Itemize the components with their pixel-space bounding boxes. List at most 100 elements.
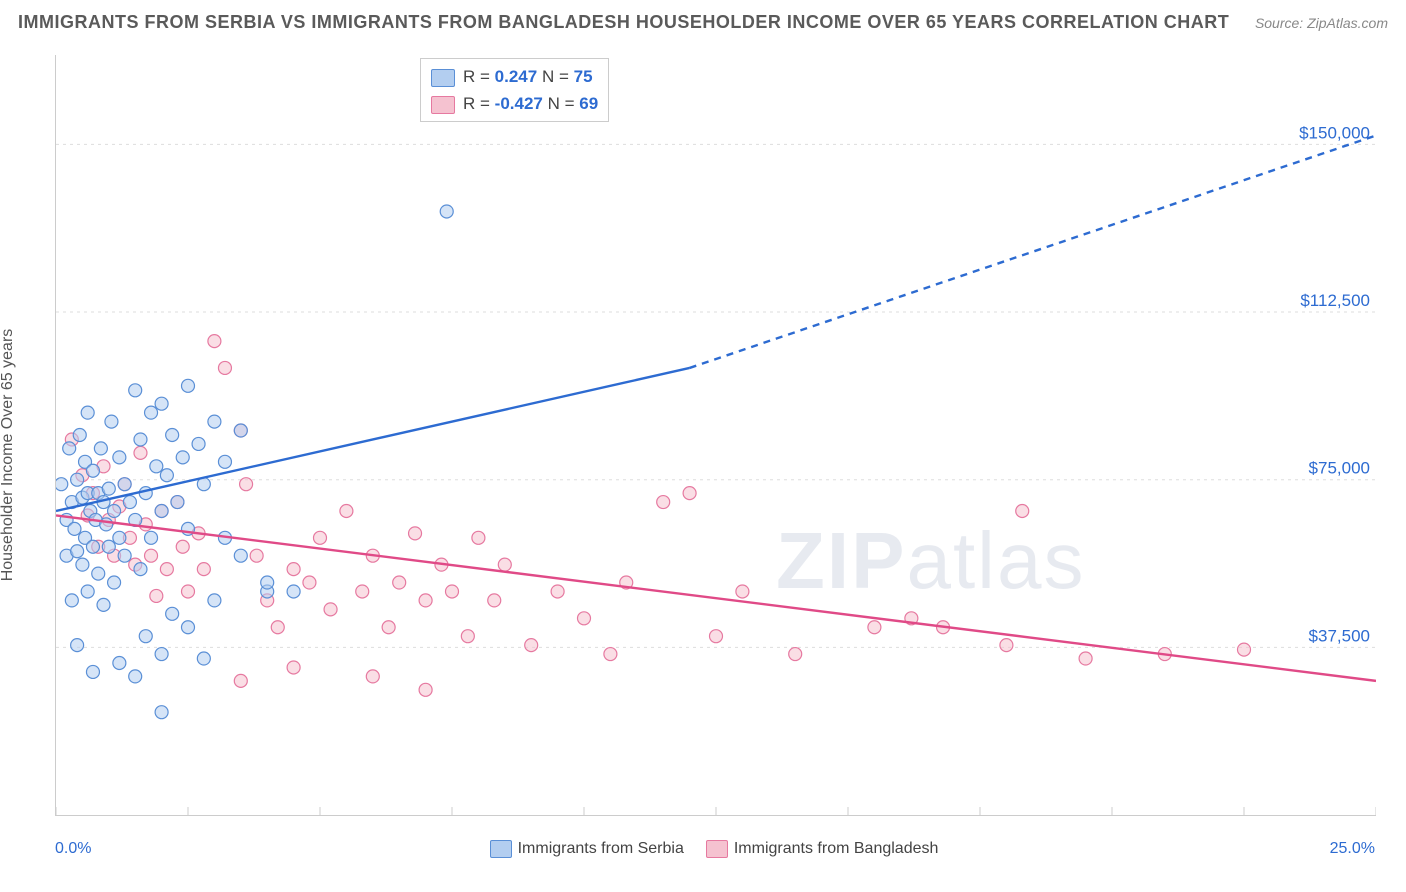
- n-label: N =: [548, 94, 575, 113]
- y-grid-label: $150,000: [1299, 123, 1370, 142]
- y-grid-label: $112,500: [1300, 291, 1370, 310]
- series-legend: Immigrants from SerbiaImmigrants from Ba…: [0, 840, 1406, 858]
- scatter-point: [324, 603, 337, 616]
- legend-label: Immigrants from Serbia: [518, 840, 684, 857]
- scatter-point: [736, 585, 749, 598]
- scatter-point: [192, 437, 205, 450]
- scatter-point: [68, 522, 81, 535]
- scatter-point: [182, 585, 195, 598]
- scatter-point: [76, 558, 89, 571]
- scatter-point: [81, 585, 94, 598]
- scatter-point: [657, 496, 670, 509]
- scatter-point: [197, 563, 210, 576]
- scatter-point: [578, 612, 591, 625]
- r-label: R =: [463, 67, 490, 86]
- scatter-point: [166, 429, 179, 442]
- legend-swatch: [431, 96, 455, 114]
- scatter-point: [1000, 639, 1013, 652]
- scatter-point: [94, 442, 107, 455]
- scatter-point: [100, 518, 113, 531]
- scatter-point: [134, 433, 147, 446]
- scatter-point: [160, 563, 173, 576]
- scatter-point: [340, 505, 353, 518]
- scatter-point: [139, 630, 152, 643]
- scatter-point: [461, 630, 474, 643]
- scatter-point: [683, 487, 696, 500]
- scatter-point: [303, 576, 316, 589]
- scatter-point: [118, 549, 131, 562]
- scatter-point: [176, 540, 189, 553]
- scatter-point: [155, 648, 168, 661]
- scatter-point: [71, 473, 84, 486]
- watermark-rest: atlas: [906, 516, 1085, 605]
- trend-line: [56, 368, 690, 511]
- legend-swatch: [490, 840, 512, 858]
- scatter-point: [382, 621, 395, 634]
- scatter-point: [166, 607, 179, 620]
- scatter-point: [446, 585, 459, 598]
- scatter-point: [92, 567, 105, 580]
- scatter-point: [218, 361, 231, 374]
- legend-swatch: [431, 69, 455, 87]
- scatter-point: [356, 585, 369, 598]
- scatter-point: [160, 469, 173, 482]
- scatter-point: [176, 451, 189, 464]
- scatter-point: [197, 652, 210, 665]
- scatter-point: [271, 621, 284, 634]
- scatter-point: [287, 563, 300, 576]
- scatter-point: [498, 558, 511, 571]
- n-label: N =: [542, 67, 569, 86]
- chart-title: IMMIGRANTS FROM SERBIA VS IMMIGRANTS FRO…: [18, 12, 1229, 33]
- scatter-point: [551, 585, 564, 598]
- scatter-point: [525, 639, 538, 652]
- scatter-point: [419, 683, 432, 696]
- scatter-point: [86, 464, 99, 477]
- scatter-point: [488, 594, 501, 607]
- trend-line: [56, 515, 1376, 680]
- scatter-point: [108, 576, 121, 589]
- scatter-point: [71, 639, 84, 652]
- legend-swatch: [706, 840, 728, 858]
- n-value: 69: [579, 94, 598, 113]
- chart-svg: $37,500$75,000$112,500$150,000: [56, 55, 1376, 815]
- scatter-point: [789, 648, 802, 661]
- scatter-point: [261, 576, 274, 589]
- scatter-point: [234, 424, 247, 437]
- scatter-point: [171, 496, 184, 509]
- scatter-point: [182, 621, 195, 634]
- legend-row: R = 0.247 N = 75: [431, 63, 598, 90]
- scatter-point: [409, 527, 422, 540]
- scatter-point: [71, 545, 84, 558]
- scatter-point: [182, 379, 195, 392]
- scatter-point: [134, 563, 147, 576]
- scatter-point: [155, 706, 168, 719]
- y-grid-label: $75,000: [1309, 459, 1370, 478]
- scatter-point: [102, 482, 115, 495]
- scatter-point: [1079, 652, 1092, 665]
- r-label: R =: [463, 94, 490, 113]
- scatter-point: [86, 540, 99, 553]
- scatter-point: [129, 670, 142, 683]
- scatter-point: [234, 549, 247, 562]
- scatter-point: [150, 589, 163, 602]
- scatter-point: [56, 478, 68, 491]
- scatter-point: [105, 415, 118, 428]
- y-axis-label: Householder Income Over 65 years: [0, 329, 17, 582]
- scatter-point: [150, 460, 163, 473]
- scatter-point: [287, 585, 300, 598]
- scatter-point: [118, 478, 131, 491]
- correlation-legend: R = 0.247 N = 75R = -0.427 N = 69: [420, 58, 609, 122]
- scatter-point: [287, 661, 300, 674]
- scatter-point: [134, 446, 147, 459]
- scatter-point: [63, 442, 76, 455]
- scatter-point: [868, 621, 881, 634]
- scatter-point: [108, 505, 121, 518]
- scatter-point: [155, 397, 168, 410]
- scatter-point: [102, 540, 115, 553]
- scatter-point: [123, 496, 136, 509]
- scatter-point: [81, 406, 94, 419]
- scatter-point: [145, 406, 158, 419]
- plot-area: $37,500$75,000$112,500$150,000 ZIPatlas: [55, 55, 1376, 816]
- scatter-point: [65, 594, 78, 607]
- scatter-point: [440, 205, 453, 218]
